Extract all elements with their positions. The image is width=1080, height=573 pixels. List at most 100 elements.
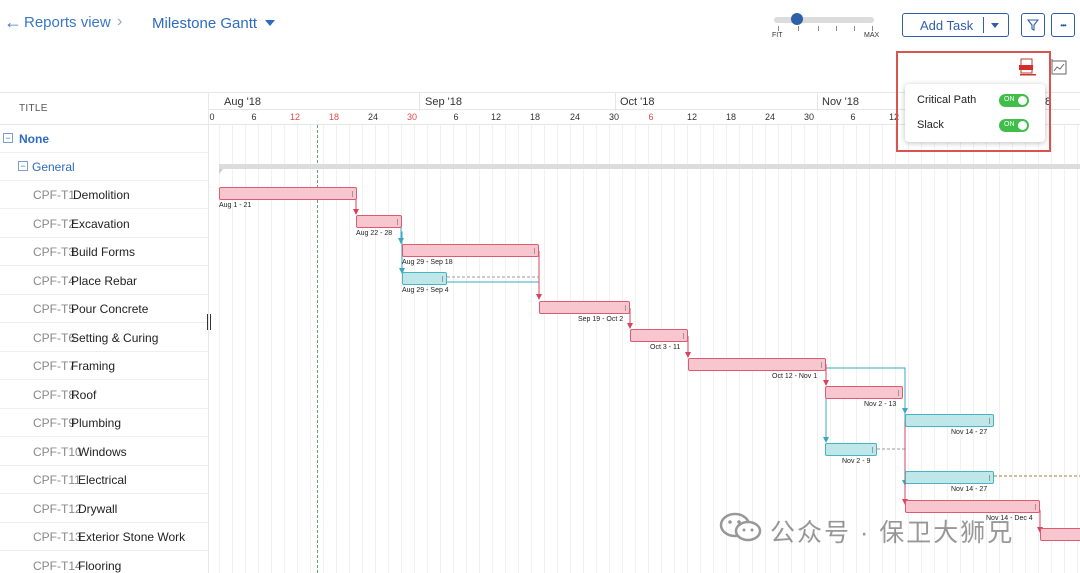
task-name[interactable]: Demolition	[73, 188, 130, 202]
grid-line	[778, 125, 779, 573]
task-row[interactable]: CPF-T1 Demolition	[0, 181, 208, 209]
slack-option: Slack ON	[917, 116, 1037, 136]
task-name[interactable]: Windows	[78, 444, 127, 459]
grid-line	[895, 125, 896, 573]
group-summary-bar[interactable]	[219, 164, 1080, 169]
task-id: CPF-T13	[33, 530, 82, 544]
grid-line	[258, 125, 259, 573]
task-name[interactable]: Pour Concrete	[71, 302, 149, 316]
task-id: CPF-T1	[33, 188, 75, 202]
group-summary-tick	[219, 169, 223, 174]
task-name[interactable]: Roof	[71, 387, 97, 402]
critical-task-bar[interactable]	[539, 301, 630, 314]
task-row[interactable]: CPF-T12 Drywall	[0, 495, 208, 523]
task-id: CPF-T11	[33, 473, 81, 487]
task-name[interactable]: Flooring	[78, 558, 122, 573]
month-divider	[817, 93, 818, 111]
bar-resize-grip[interactable]	[821, 362, 822, 368]
group-label[interactable]: None	[19, 132, 49, 146]
grid-line	[791, 125, 792, 573]
critical-task-bar[interactable]	[630, 329, 688, 342]
chevron-down-icon[interactable]	[265, 20, 275, 26]
critical-task-bar[interactable]	[825, 386, 903, 399]
task-row[interactable]: CPF-T2 Excavation	[0, 210, 208, 238]
add-task-button[interactable]: Add Task	[902, 13, 1009, 37]
more-options-button[interactable]: •••	[1051, 13, 1075, 37]
slack-task-bar[interactable]	[905, 471, 994, 484]
breadcrumb-reports-view[interactable]: Reports view	[24, 14, 111, 31]
task-name[interactable]: Exterior Stone Work	[78, 530, 186, 544]
task-name[interactable]: Plumbing	[71, 416, 122, 430]
grid-line	[284, 125, 285, 573]
add-task-dropdown-icon[interactable]	[991, 23, 999, 28]
group-row-none[interactable]: − None	[0, 125, 208, 153]
task-name[interactable]: Setting & Curing	[71, 330, 159, 345]
task-name[interactable]: Build Forms	[71, 245, 136, 259]
task-row[interactable]: CPF-T10 Windows	[0, 438, 208, 466]
grid-line	[388, 125, 389, 573]
critical-task-bar[interactable]	[356, 215, 402, 228]
task-row[interactable]: CPF-T7 Framing	[0, 352, 208, 380]
critical-task-bar[interactable]	[688, 358, 826, 371]
critical-task-bar[interactable]	[402, 244, 539, 257]
critical-path-label: Critical Path	[917, 94, 977, 106]
bar-resize-grip[interactable]	[1035, 504, 1036, 510]
bar-resize-grip[interactable]	[442, 276, 443, 282]
task-row[interactable]: CPF-T14 Flooring	[0, 552, 208, 573]
chart-settings-icon[interactable]	[1048, 57, 1070, 77]
bar-resize-grip[interactable]	[397, 219, 398, 225]
watermark: 公众号 · 保卫大狮兄	[718, 508, 1058, 548]
arrow-left-icon[interactable]: ←	[4, 12, 22, 32]
bar-date-label: Nov 14 - 27	[951, 429, 988, 436]
grid-line	[440, 125, 441, 573]
bar-resize-grip[interactable]	[683, 333, 684, 339]
task-row[interactable]: CPF-T5 Pour Concrete	[0, 295, 208, 323]
filter-button[interactable]	[1021, 13, 1045, 37]
day-label: 12	[490, 112, 502, 122]
pdf-export-icon[interactable]	[1016, 57, 1038, 77]
slack-task-bar[interactable]	[905, 414, 994, 427]
bar-date-label: Oct 12 - Nov 1	[772, 373, 818, 380]
task-name[interactable]: Place Rebar	[71, 273, 138, 288]
task-row[interactable]: CPF-T8 Roof	[0, 381, 208, 409]
bar-resize-grip[interactable]	[872, 447, 873, 453]
slack-task-bar[interactable]	[402, 272, 447, 285]
group-row-general[interactable]: − General	[0, 153, 208, 181]
bar-resize-grip[interactable]	[625, 305, 626, 311]
task-row[interactable]: CPF-T9 Plumbing	[0, 409, 208, 437]
task-name[interactable]: Excavation	[71, 216, 130, 231]
bar-resize-grip[interactable]	[898, 390, 899, 396]
bar-resize-grip[interactable]	[989, 418, 990, 424]
bar-resize-grip[interactable]	[352, 191, 353, 197]
task-name[interactable]: Framing	[71, 359, 116, 373]
zoom-handle[interactable]	[791, 13, 803, 25]
zoom-slider[interactable]: FIT MAX	[772, 12, 882, 42]
group-label[interactable]: General	[32, 160, 75, 174]
pane-resize-handle[interactable]	[206, 314, 212, 330]
bar-resize-grip[interactable]	[989, 475, 990, 481]
critical-path-toggle[interactable]: ON	[999, 94, 1029, 107]
task-row[interactable]: CPF-T13 Exterior Stone Work	[0, 523, 208, 551]
task-row[interactable]: CPF-T3 Build Forms	[0, 238, 208, 266]
collapse-icon[interactable]: −	[18, 161, 28, 171]
slack-toggle[interactable]: ON	[999, 119, 1029, 132]
task-row[interactable]: CPF-T6 Setting & Curing	[0, 324, 208, 352]
task-row[interactable]: CPF-T4 Place Rebar	[0, 267, 208, 295]
slack-task-bar[interactable]	[825, 443, 877, 456]
gantt-timeline[interactable]: Aug '18 Sep '18 Oct '18 Nov '18 8 0 6 12 18 24 30…	[209, 92, 1080, 573]
zoom-track[interactable]	[774, 17, 874, 23]
highlight-frame	[896, 51, 1051, 152]
task-row[interactable]: CPF-T11 Electrical	[0, 466, 208, 494]
task-name[interactable]: Electrical	[78, 473, 127, 487]
view-selector[interactable]: Milestone Gantt	[152, 15, 258, 32]
month-label: 8	[1045, 96, 1052, 108]
task-name[interactable]: Drywall	[78, 501, 118, 516]
critical-task-bar[interactable]	[905, 500, 1040, 513]
bar-resize-grip[interactable]	[534, 248, 535, 254]
title-column-header[interactable]: TITLE	[19, 103, 48, 114]
grid-line	[700, 125, 701, 573]
collapse-icon[interactable]: −	[3, 133, 13, 143]
critical-task-bar[interactable]	[1040, 528, 1080, 541]
grid-line	[492, 125, 493, 573]
critical-task-bar[interactable]	[219, 187, 357, 200]
